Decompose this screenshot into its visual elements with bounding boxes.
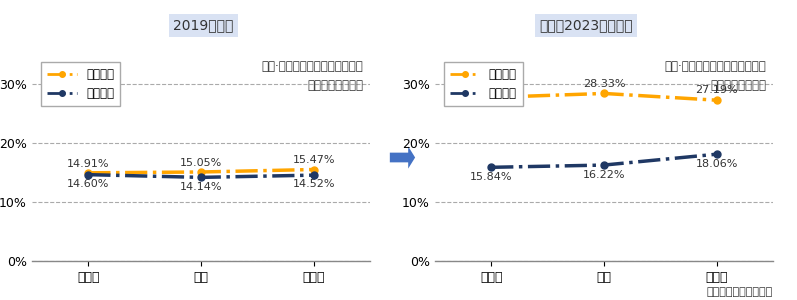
Text: 14.60%: 14.60% — [67, 179, 109, 189]
Text: 28.33%: 28.33% — [583, 79, 625, 89]
Text: 15.84%: 15.84% — [470, 172, 512, 182]
Text: 18.06%: 18.06% — [696, 159, 738, 169]
Legend: 生存企業, 倒産企業: 生存企業, 倒産企業 — [444, 62, 523, 106]
Text: 15.47%: 15.47% — [292, 155, 335, 165]
Text: 16.22%: 16.22% — [583, 170, 625, 180]
Text: 14.52%: 14.52% — [292, 179, 335, 189]
Text: 14.91%: 14.91% — [67, 159, 109, 169]
Text: 東京商工リサーチ調べ: 東京商工リサーチ調べ — [707, 287, 773, 297]
Legend: 生存企業, 倒産企業: 生存企業, 倒産企業 — [41, 62, 120, 106]
Text: 2019年調査: 2019年調査 — [173, 19, 234, 32]
Text: 27.66%: 27.66% — [470, 83, 512, 93]
Text: 今回（2023年）調査: 今回（2023年）調査 — [539, 19, 633, 32]
Text: 倒産·生存企業　財務データ比較
売上高人件費比率: 倒産·生存企業 財務データ比較 売上高人件費比率 — [261, 60, 363, 92]
Text: 14.14%: 14.14% — [180, 182, 222, 191]
Text: 倒産·生存企業　財務データ比較
売上高人件費比率: 倒産·生存企業 財務データ比較 売上高人件費比率 — [665, 60, 767, 92]
Text: 15.05%: 15.05% — [180, 158, 222, 168]
Text: 27.19%: 27.19% — [696, 85, 738, 95]
